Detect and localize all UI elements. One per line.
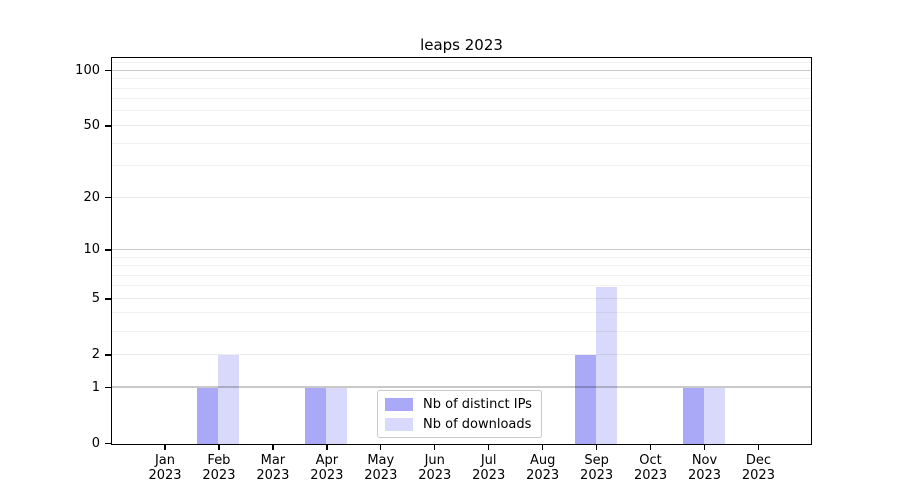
gridline — [112, 87, 811, 89]
gridline — [112, 62, 811, 64]
x-tick-label: Sep 2023 — [580, 452, 614, 483]
y-tick-label: 20 — [83, 189, 100, 205]
y-tick-mark — [105, 354, 111, 356]
y-tick-label: 0 — [91, 435, 100, 451]
y-tick-mark — [105, 196, 111, 199]
x-tick-label: Feb 2023 — [202, 452, 236, 483]
x-tick-label: Jul 2023 — [472, 452, 506, 483]
x-tick-mark — [218, 445, 220, 450]
gridline — [112, 196, 811, 198]
x-tick-label: Jan 2023 — [148, 452, 182, 483]
gridline — [112, 98, 811, 100]
gridline — [112, 165, 811, 167]
y-tick-mark — [105, 125, 111, 127]
x-tick-label: May 2023 — [364, 452, 398, 483]
bar-distinct-ips-apr — [305, 388, 327, 444]
x-tick-mark — [649, 445, 652, 450]
gridline — [112, 124, 811, 126]
x-tick-mark — [326, 445, 328, 450]
legend-item-downloads: Nb of downloads — [385, 416, 532, 432]
x-tick-label: Nov 2023 — [687, 452, 722, 483]
x-tick-label: Mar 2023 — [256, 452, 290, 483]
x-tick-label: Aug 2023 — [526, 452, 560, 483]
y-tick-mark — [105, 249, 111, 251]
y-tick-label: 2 — [91, 346, 100, 362]
grid-layer-over — [112, 58, 811, 444]
x-tick-mark — [757, 445, 760, 450]
bar-downloads-sep — [596, 286, 618, 444]
x-tick-label: Jun 2023 — [418, 452, 452, 483]
y-tick-label: 100 — [75, 62, 100, 78]
bar-downloads-apr — [326, 388, 348, 444]
chart-title: leaps 2023 — [420, 36, 503, 54]
x-tick-label: Apr 2023 — [310, 452, 344, 483]
gridline — [112, 110, 811, 112]
gridline — [112, 386, 811, 388]
x-tick-mark — [703, 445, 706, 450]
x-tick-mark — [595, 445, 598, 450]
legend-item-distinct-ips: Nb of distinct IPs — [385, 396, 532, 412]
legend-label-downloads: Nb of downloads — [423, 416, 532, 432]
gridline — [112, 69, 811, 71]
x-tick-mark — [272, 445, 274, 450]
gridline — [112, 256, 811, 258]
x-tick-mark — [380, 445, 382, 450]
y-tick-mark — [105, 298, 111, 300]
x-tick-label: Dec 2023 — [741, 452, 775, 483]
x-tick-label: Oct 2023 — [634, 452, 668, 483]
y-tick-label: 1 — [91, 379, 100, 395]
bar-downloads-feb — [218, 355, 240, 444]
gridline — [112, 330, 811, 332]
gridline — [112, 285, 811, 287]
bar-distinct-ips-sep — [575, 355, 597, 444]
bar-distinct-ips-nov — [683, 388, 704, 444]
y-tick-label: 10 — [83, 241, 100, 257]
y-tick-mark — [105, 69, 111, 72]
x-tick-mark — [488, 445, 490, 450]
gridline — [112, 78, 811, 80]
gridline — [112, 297, 811, 299]
gridline — [112, 353, 811, 355]
legend-swatch-downloads — [385, 417, 413, 431]
gridline — [112, 248, 811, 250]
x-axis: Jan 2023 Feb 2023 Mar 2023 Apr 2023 May 2023… — [113, 444, 811, 496]
x-tick-mark — [541, 445, 544, 450]
y-axis: 0 1 2 5 10 20 50 100 — [0, 59, 111, 451]
legend: Nb of distinct IPs Nb of downloads — [377, 390, 542, 438]
gridline — [112, 265, 811, 266]
legend-label-distinct-ips: Nb of distinct IPs — [423, 396, 532, 412]
x-tick-mark — [434, 445, 436, 450]
y-tick-label: 50 — [83, 117, 100, 133]
y-tick-mark — [105, 386, 111, 389]
x-tick-mark — [164, 445, 166, 450]
y-tick-label: 5 — [91, 290, 100, 306]
plot-area: Nb of distinct IPs Nb of downloads — [111, 57, 812, 445]
bar-downloads-nov — [704, 388, 725, 444]
gridline — [112, 274, 811, 276]
bars-layer — [112, 58, 811, 444]
legend-swatch-distinct-ips — [385, 397, 413, 411]
bar-distinct-ips-feb — [197, 388, 219, 444]
gridline — [112, 312, 811, 314]
y-tick-mark — [105, 442, 111, 445]
gridline — [112, 142, 811, 144]
